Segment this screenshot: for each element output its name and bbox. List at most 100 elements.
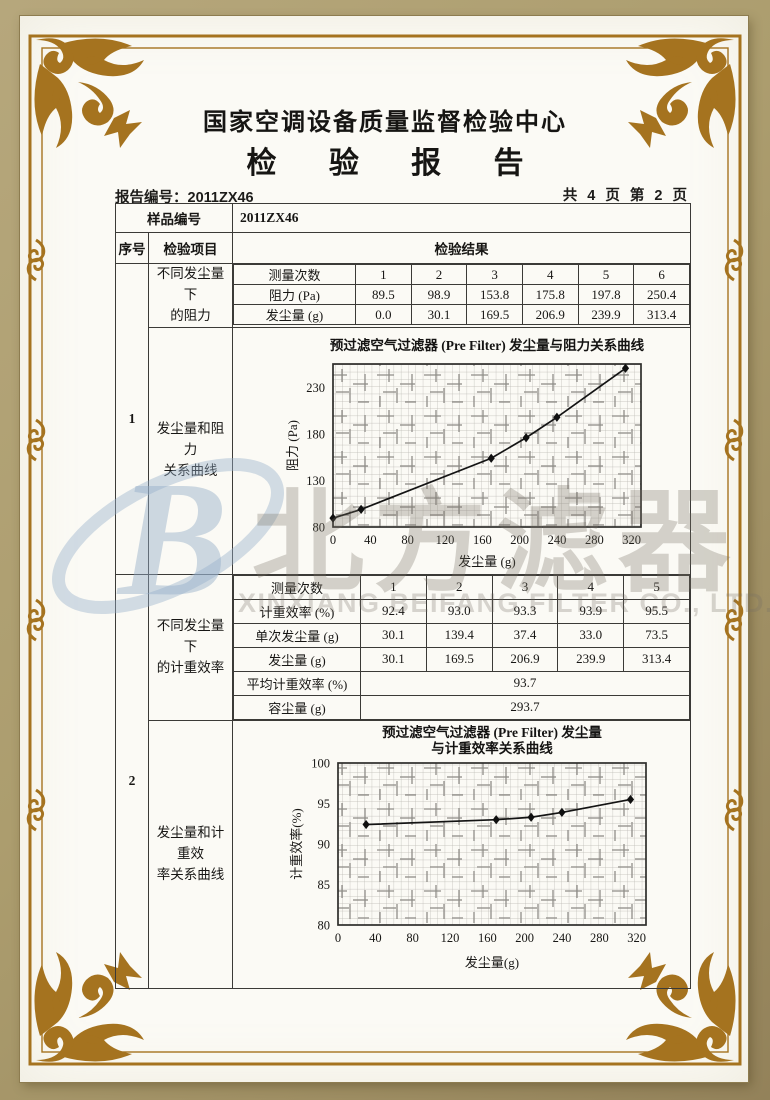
col-serial: 序号 <box>115 232 149 264</box>
svg-text:200: 200 <box>510 533 529 547</box>
row-label: 计重效率 (%) <box>233 598 361 624</box>
svg-text:40: 40 <box>364 533 377 547</box>
cell: 175.8 <box>521 284 579 305</box>
table-row: 单次发尘量 (g) 30.1 139.4 37.4 33.0 73.5 <box>233 622 690 648</box>
svg-text:0: 0 <box>335 931 341 945</box>
avg-efficiency-value: 93.7 <box>360 670 690 696</box>
col-item: 检验项目 <box>148 232 233 264</box>
svg-text:90: 90 <box>318 837 331 851</box>
column-header-row: 序号 检验项目 检验结果 <box>115 232 691 264</box>
section2-table-row: 2 不同发尘量下 的计重效率 测量次数 1 2 3 4 5 <box>115 573 691 989</box>
svg-text:与计重效率关系曲线: 与计重效率关系曲线 <box>431 740 553 756</box>
cell: 37.4 <box>491 622 559 648</box>
svg-text:预过滤空气过滤器 (Pre Filter) 发尘量与阻力关系: 预过滤空气过滤器 (Pre Filter) 发尘量与阻力关系曲线 <box>330 337 645 353</box>
sample-row: 样品编号 2011ZX46 <box>115 203 691 233</box>
cell: 169.5 <box>425 646 493 672</box>
main-table: 样品编号 2011ZX46 序号 检验项目 检验结果 1 不同发尘量下 的阻力 … <box>115 203 691 989</box>
cell: 93.9 <box>557 598 625 624</box>
cell: 0.0 <box>355 304 412 325</box>
cell: 250.4 <box>633 284 690 305</box>
cell: 6 <box>633 264 690 285</box>
section2-chart-row: 发尘量和计重效 率关系曲线 80 85 90 95 100 0 40 80 120 160 200 2… <box>116 719 691 989</box>
cell: 313.4 <box>633 304 690 325</box>
svg-text:预过滤空气过滤器 (Pre Filter) 发尘量: 预过滤空气过滤器 (Pre Filter) 发尘量 <box>382 724 602 740</box>
org-title: 国家空调设备质量监督检验中心 <box>203 109 567 136</box>
cell: 239.9 <box>557 646 625 672</box>
item-efficiency-curve: 发尘量和计重效 率关系曲线 <box>148 719 233 989</box>
svg-text:发尘量(g): 发尘量(g) <box>465 955 519 970</box>
svg-text:230: 230 <box>306 381 325 395</box>
svg-text:180: 180 <box>306 427 325 441</box>
item-line: 的计重效率 <box>156 659 225 675</box>
cell: 5 <box>577 264 635 285</box>
table-row: 测量次数 1 2 3 4 5 <box>233 574 690 600</box>
row-label: 测量次数 <box>233 574 361 600</box>
section1-table-row: 1 不同发尘量下 的阻力 测量次数 1 2 3 4 5 6 <box>115 263 691 575</box>
cell: 1 <box>355 264 412 285</box>
cell: 3 <box>491 574 559 600</box>
row-label: 平均计重效率 (%) <box>233 670 361 696</box>
sample-value: 2011ZX46 <box>232 203 691 233</box>
item-line: 发尘量和阻力 <box>156 421 225 458</box>
cell: 92.4 <box>360 598 427 624</box>
cell: 197.8 <box>577 284 635 305</box>
svg-text:280: 280 <box>585 533 604 547</box>
item-line: 的阻力 <box>170 307 211 323</box>
svg-text:85: 85 <box>318 878 331 892</box>
svg-text:发尘量 (g): 发尘量 (g) <box>458 554 515 569</box>
cell: 95.5 <box>623 598 690 624</box>
svg-text:120: 120 <box>436 533 455 547</box>
item-line: 率关系曲线 <box>156 866 225 882</box>
svg-text:160: 160 <box>478 931 497 945</box>
svg-text:95: 95 <box>318 797 331 811</box>
serial-1: 1 <box>115 263 149 575</box>
cell: 33.0 <box>557 622 625 648</box>
svg-text:200: 200 <box>515 931 534 945</box>
cell: 93.3 <box>491 598 559 624</box>
table-row: 容尘量 (g) 293.7 <box>233 694 690 720</box>
svg-text:240: 240 <box>548 533 567 547</box>
serial-2: 2 <box>115 573 149 989</box>
row-label: 单次发尘量 (g) <box>233 622 361 648</box>
svg-text:100: 100 <box>311 756 330 770</box>
section1-chart-row: 发尘量和阻力 关系曲线 80 130 180 230 0 40 80 120 160 200 240… <box>116 326 691 575</box>
svg-text:280: 280 <box>590 931 609 945</box>
cell: 2 <box>410 264 468 285</box>
row-label: 测量次数 <box>233 264 356 285</box>
svg-text:80: 80 <box>318 918 331 932</box>
cell: 1 <box>360 574 427 600</box>
svg-text:160: 160 <box>473 533 492 547</box>
dust-capacity-value: 293.7 <box>360 694 690 720</box>
table-row: 发尘量 (g) 30.1 169.5 206.9 239.9 313.4 <box>233 646 690 672</box>
cell: 89.5 <box>355 284 412 305</box>
item-line: 发尘量和计重效 <box>156 824 225 861</box>
table-row: 测量次数 1 2 3 4 5 6 <box>233 264 690 285</box>
svg-text:80: 80 <box>406 931 419 945</box>
report-title: 检 验 报 告 <box>246 147 546 180</box>
row-label: 发尘量 (g) <box>233 646 361 672</box>
resistance-table: 测量次数 1 2 3 4 5 6 阻力 (Pa) 89.5 98.9 153.8… <box>233 264 690 325</box>
svg-text:120: 120 <box>441 931 460 945</box>
table-row: 阻力 (Pa) 89.5 98.9 153.8 175.8 197.8 250.… <box>233 284 690 305</box>
cell: 4 <box>557 574 625 600</box>
table-row: 平均计重效率 (%) 93.7 <box>233 670 690 696</box>
svg-text:40: 40 <box>369 931 382 945</box>
cell: 30.1 <box>360 646 427 672</box>
svg-text:240: 240 <box>553 931 572 945</box>
item-resistance-curve: 发尘量和阻力 关系曲线 <box>148 326 233 575</box>
cell: 153.8 <box>466 284 523 305</box>
cell: 4 <box>521 264 579 285</box>
table-row: 计重效率 (%) 92.4 93.0 93.3 93.9 95.5 <box>233 598 690 624</box>
cell: 93.0 <box>425 598 493 624</box>
cell: 5 <box>623 574 690 600</box>
row-label: 发尘量 (g) <box>233 304 356 325</box>
efficiency-chart: 80 85 90 95 100 0 40 80 120 160 200 240 280 320 发尘量(g)… <box>289 724 647 970</box>
cell: 313.4 <box>623 646 690 672</box>
svg-text:80: 80 <box>313 520 326 534</box>
efficiency-table: 测量次数 1 2 3 4 5 计重效率 (%) 92.4 93.0 93.3 9… <box>233 574 690 720</box>
resistance-chart: 80 130 180 230 0 40 80 120 160 200 240 280 320 发尘量 (g… <box>285 337 645 569</box>
table-row: 发尘量 (g) 0.0 30.1 169.5 206.9 239.9 313.4 <box>233 304 690 325</box>
cell: 3 <box>466 264 523 285</box>
cell: 206.9 <box>491 646 559 672</box>
page-indicator: 共 4 页 第 2 页 <box>562 188 690 204</box>
